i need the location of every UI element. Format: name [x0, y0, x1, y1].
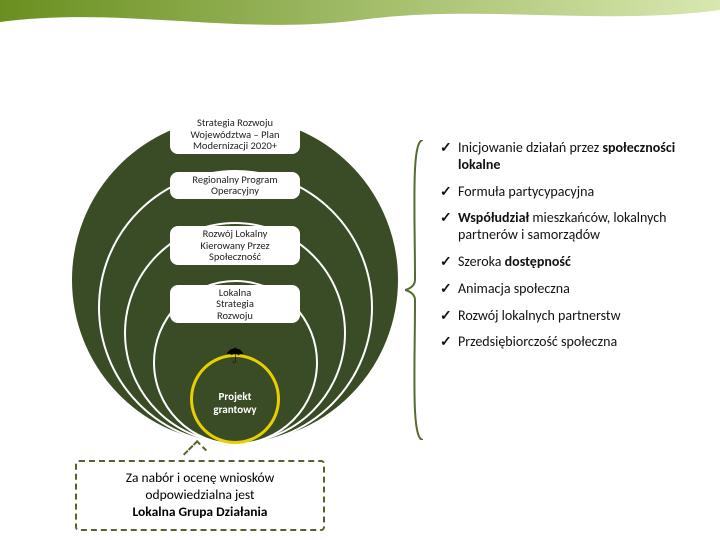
ring-label-1: Regionalny ProgramOperacyjny [170, 172, 300, 199]
ring-label-2: Rozwój LokalnyKierowany PrzezSpołeczność [170, 226, 300, 265]
feature-item-6: Przedsiębiorczość społeczna [440, 334, 700, 351]
callout-box: Za nabór i ocenę wnioskówodpowiedzialna … [75, 460, 325, 531]
feature-item-0: Inicjowanie działań przez społeczności l… [440, 140, 700, 174]
feature-item-2: Współudział mieszkańców, lokalnych partn… [440, 210, 700, 244]
top-accent [0, 0, 720, 38]
brace-icon [405, 140, 431, 440]
ring-label-3: LokalnaStrategiaRozwoju [170, 285, 300, 324]
ring-label-0: Strategia RozwojuWojewództwa – PlanModer… [170, 115, 300, 154]
feature-item-3: Szeroka dostępność [440, 254, 700, 271]
feature-item-1: Formuła partycypacyjna [440, 184, 700, 201]
innermost-label: Projektgrantowy [195, 387, 275, 420]
feature-list: Inicjowanie działań przez społeczności l… [440, 140, 700, 361]
nested-circles-diagram: Strategia RozwojuWojewództwa – PlanModer… [70, 50, 400, 450]
feature-item-4: Animacja społeczna [440, 281, 700, 298]
umbrella-icon: ☂ [225, 342, 245, 369]
feature-item-5: Rozwój lokalnych partnerstw [440, 308, 700, 325]
